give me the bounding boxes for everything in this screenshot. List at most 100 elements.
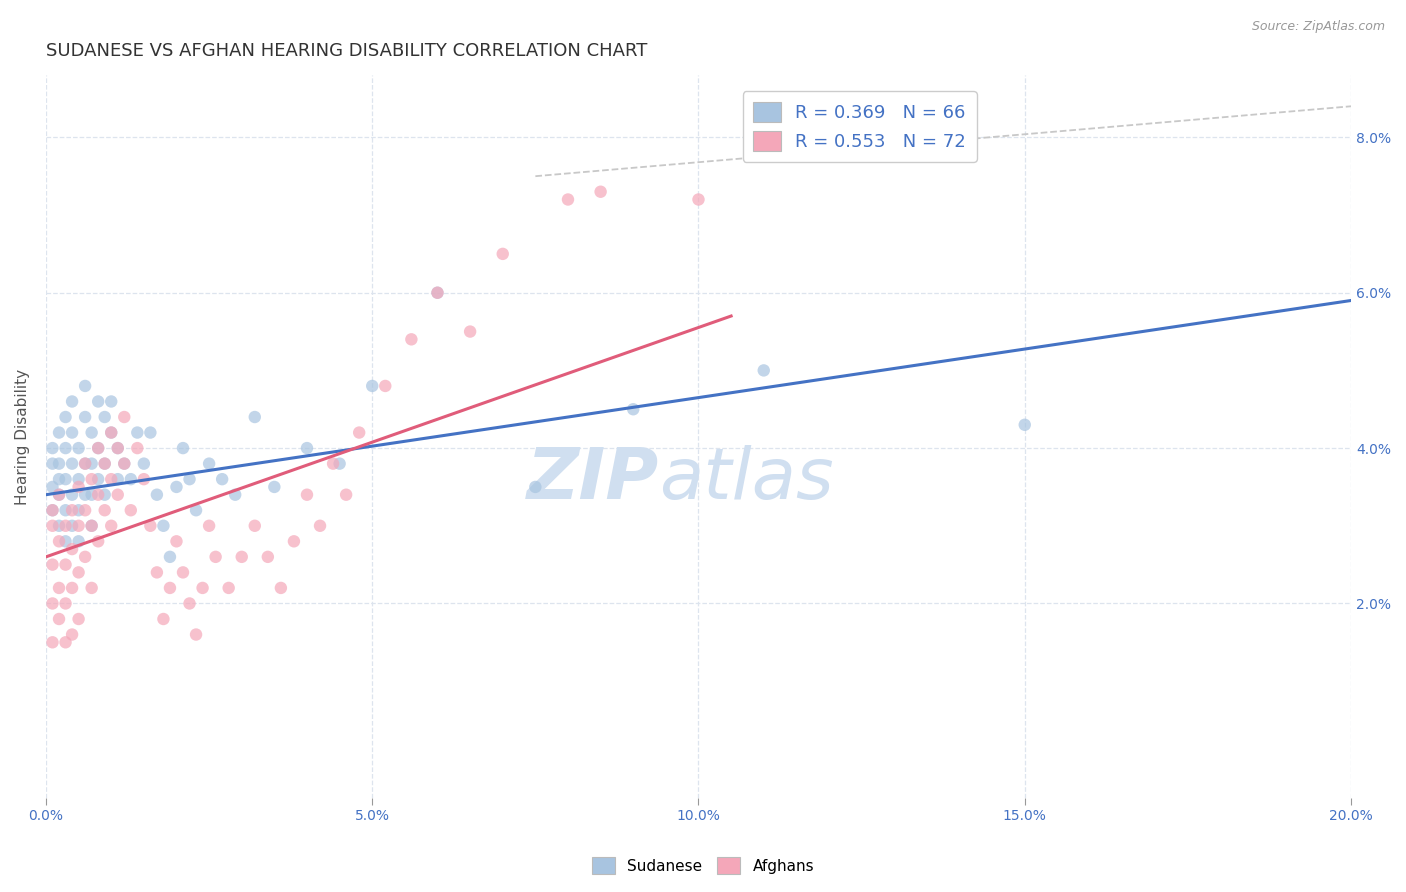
Text: Source: ZipAtlas.com: Source: ZipAtlas.com	[1251, 20, 1385, 33]
Point	[48, 425, 70, 440]
Point	[93, 410, 115, 425]
Point	[41, 441, 63, 455]
Point	[55, 441, 77, 455]
Point	[60, 518, 83, 533]
Point	[80, 488, 103, 502]
Point	[426, 285, 449, 300]
Point	[295, 488, 318, 502]
Point	[41, 503, 63, 517]
Point	[231, 549, 253, 564]
Point	[41, 518, 63, 533]
Point	[55, 518, 77, 533]
Point	[48, 488, 70, 502]
Point	[55, 558, 77, 572]
Point	[41, 457, 63, 471]
Point	[361, 379, 384, 393]
Point	[67, 472, 90, 486]
Point	[172, 566, 194, 580]
Point	[132, 457, 155, 471]
Point	[48, 518, 70, 533]
Point	[139, 518, 162, 533]
Text: atlas: atlas	[659, 445, 834, 515]
Point	[67, 612, 90, 626]
Point	[93, 488, 115, 502]
Point	[48, 612, 70, 626]
Point	[120, 472, 142, 486]
Point	[458, 325, 481, 339]
Text: SUDANESE VS AFGHAN HEARING DISABILITY CORRELATION CHART: SUDANESE VS AFGHAN HEARING DISABILITY CO…	[46, 42, 647, 60]
Point	[75, 457, 97, 471]
Point	[492, 247, 515, 261]
Point	[55, 534, 77, 549]
Point	[67, 534, 90, 549]
Point	[295, 441, 318, 455]
Point	[48, 581, 70, 595]
Point	[426, 285, 449, 300]
Point	[166, 534, 188, 549]
Point	[146, 488, 169, 502]
Point	[48, 534, 70, 549]
Point	[270, 581, 292, 595]
Point	[55, 635, 77, 649]
Point	[60, 581, 83, 595]
Point	[557, 193, 579, 207]
Point	[48, 488, 70, 502]
Point	[127, 441, 149, 455]
Point	[93, 503, 115, 517]
Point	[107, 441, 129, 455]
Point	[41, 558, 63, 572]
Legend: Sudanese, Afghans: Sudanese, Afghans	[586, 851, 820, 880]
Point	[80, 518, 103, 533]
Point	[283, 534, 305, 549]
Point	[347, 425, 370, 440]
Point	[80, 518, 103, 533]
Point	[100, 425, 122, 440]
Point	[120, 503, 142, 517]
Point	[166, 480, 188, 494]
Point	[107, 488, 129, 502]
Point	[688, 193, 710, 207]
Point	[127, 425, 149, 440]
Y-axis label: Hearing Disability: Hearing Disability	[15, 368, 30, 505]
Point	[67, 441, 90, 455]
Point	[589, 185, 612, 199]
Point	[41, 480, 63, 494]
Point	[60, 457, 83, 471]
Text: ZIP: ZIP	[527, 445, 659, 515]
Point	[75, 549, 97, 564]
Point	[179, 472, 201, 486]
Point	[112, 457, 135, 471]
Point	[329, 457, 352, 471]
Point	[198, 457, 221, 471]
Point	[100, 472, 122, 486]
Point	[41, 597, 63, 611]
Point	[87, 441, 110, 455]
Point	[60, 394, 83, 409]
Point	[243, 518, 266, 533]
Point	[401, 332, 423, 346]
Point	[55, 503, 77, 517]
Point	[322, 457, 344, 471]
Point	[55, 410, 77, 425]
Point	[87, 441, 110, 455]
Point	[60, 425, 83, 440]
Point	[752, 363, 775, 377]
Point	[87, 472, 110, 486]
Point	[621, 402, 644, 417]
Point	[87, 534, 110, 549]
Point	[80, 581, 103, 595]
Legend: R = 0.369   N = 66, R = 0.553   N = 72: R = 0.369 N = 66, R = 0.553 N = 72	[742, 92, 977, 162]
Point	[191, 581, 214, 595]
Point	[93, 457, 115, 471]
Point	[100, 518, 122, 533]
Point	[256, 549, 278, 564]
Point	[60, 542, 83, 557]
Point	[112, 410, 135, 425]
Point	[218, 581, 240, 595]
Point	[55, 597, 77, 611]
Point	[1014, 417, 1036, 432]
Point	[263, 480, 285, 494]
Point	[152, 612, 174, 626]
Point	[87, 394, 110, 409]
Point	[67, 480, 90, 494]
